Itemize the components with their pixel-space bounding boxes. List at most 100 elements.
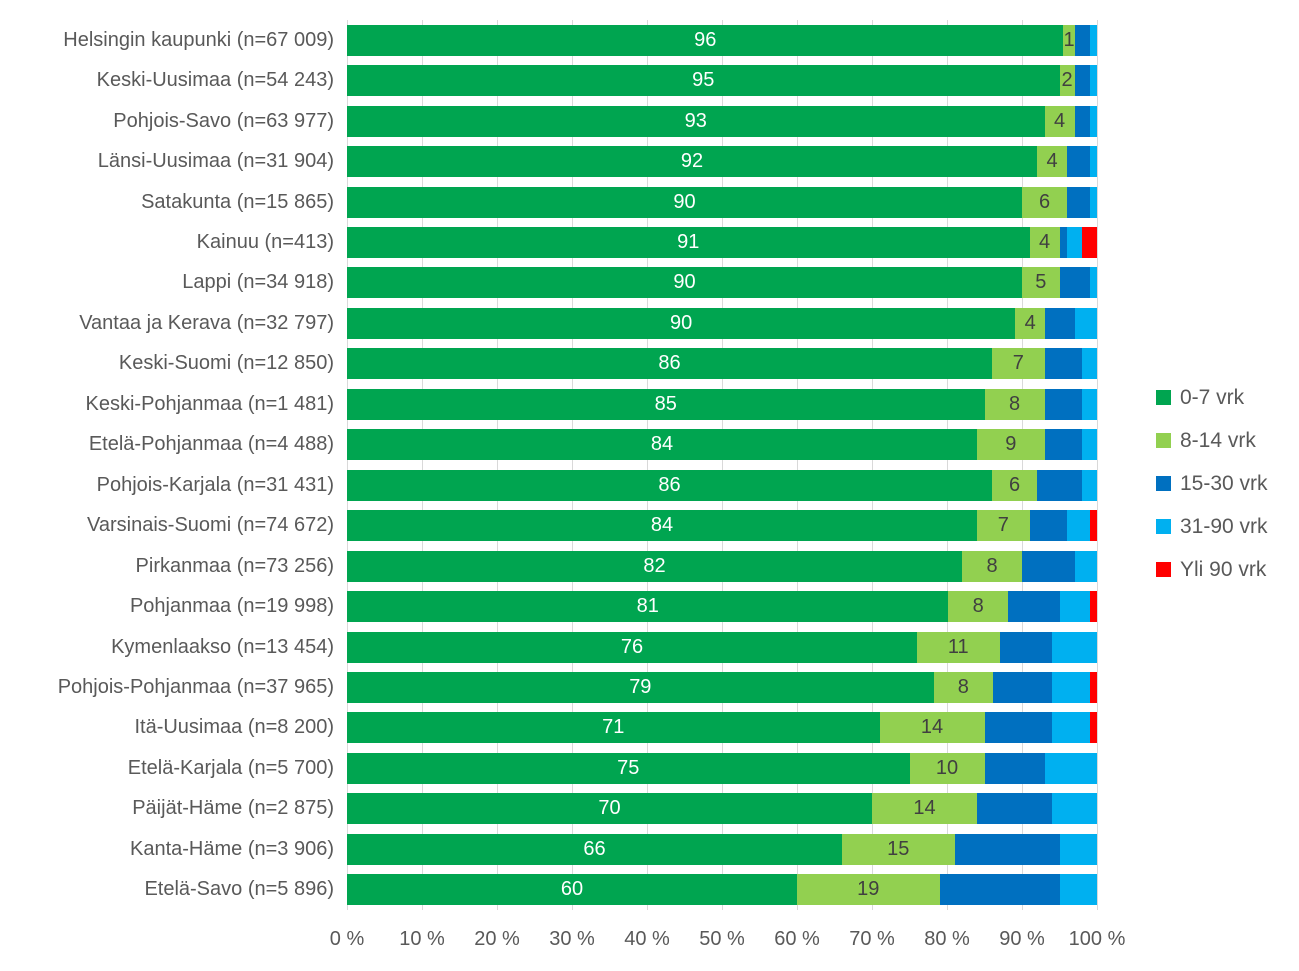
legend-item: Yli 90 vrk [1156,558,1268,581]
bar: 86 6 [347,469,1097,501]
bar-segment-15-30-vrk [1059,226,1067,258]
bar-value-label: 70 [598,797,621,820]
bar-segment-Yli-90-vrk [1089,712,1097,744]
bar: 90 4 [347,307,1097,339]
category-label: Varsinais-Suomi (n=74 672) [87,514,334,537]
bar-value-label: 4 [1046,150,1058,173]
category-label: Pohjois-Pohjanmaa (n=37 965) [57,675,334,698]
bar-value-label: 76 [620,635,644,658]
bar-segment-8-14-vrk: 4 [1037,146,1067,178]
bar-segment-8-14-vrk: 7 [977,510,1030,542]
gridline [722,20,723,910]
bar: 84 9 [347,429,1097,461]
bar-value-label: 14 [913,797,936,820]
category-label: Kainuu (n=413) [196,230,334,253]
bar-segment-0-7-vrk: 96 [347,24,1064,56]
bar-row: 60 19 [347,870,1097,910]
bar-value-label: 19 [857,878,880,901]
category-label: Lappi (n=34 918) [182,271,334,294]
bar-segment-0-7-vrk: 71 [347,712,880,744]
bar: 90 5 [347,267,1097,299]
legend-item-label: 15-30 vrk [1180,471,1268,495]
bar-segment-0-7-vrk: 90 [347,186,1022,218]
legend-item: 31-90 vrk [1156,515,1268,538]
bar-value-label: 93 [684,109,707,132]
bar-value-label: 90 [673,271,696,294]
bar: 95 2 [347,65,1097,97]
category-label: Etelä-Karjala (n=5 700) [127,756,334,779]
legend-item: 8-14 vrk [1156,429,1268,452]
bar-row: 84 9 [347,425,1097,465]
x-axis-tick-label: 70 % [849,928,895,950]
bar-row: 95 2 [347,60,1097,100]
category-label: Helsingin kaupunki (n=67 009) [63,28,334,51]
bar-value-label: 14 [920,716,944,739]
bar-value-label: 6 [1038,190,1051,213]
bar-segment-8-14-vrk: 8 [984,388,1045,420]
bar-segment-0-7-vrk: 79 [347,671,934,703]
bar: 92 4 [347,146,1097,178]
bar-segment-31-90-vrk [1067,510,1090,542]
bar-segment-8-14-vrk: 19 [797,874,940,906]
bar: 76 11 [347,631,1097,663]
bar-segment-0-7-vrk: 92 [347,146,1037,178]
bar-segment-31-90-vrk [1089,65,1097,97]
category-label: Kanta-Häme (n=3 906) [129,837,334,860]
bar-row: 70 14 [347,789,1097,829]
x-axis-tick-label: 50 % [699,928,745,950]
bar-segment-31-90-vrk [1074,550,1097,582]
bar-value-label: 6 [1008,473,1021,496]
bar-value-label: 1 [1063,28,1075,51]
bar: 93 4 [347,105,1097,137]
gridline [422,20,423,910]
bar-value-label: 90 [670,311,693,334]
bar-segment-31-90-vrk [1082,429,1097,461]
bar-value-label: 86 [658,352,681,375]
x-axis-tick-label: 0 % [329,928,365,950]
bar-value-label: 4 [1053,109,1066,132]
bar: 66 15 [347,833,1097,865]
bar-segment-31-90-vrk [1059,591,1090,623]
bar-row: 71 14 [347,708,1097,748]
bar-value-label: 81 [636,595,659,618]
bar-segment-8-14-vrk: 14 [879,712,985,744]
bar-segment-8-14-vrk: 8 [933,671,994,703]
category-labels: Helsingin kaupunki (n=67 009) Keski-Uusim… [0,20,334,910]
bar: 71 14 [347,712,1097,744]
bar-row: 86 6 [347,465,1097,505]
bar-segment-31-90-vrk [1052,793,1097,825]
bar: 85 8 [347,388,1097,420]
legend-item-label: Yli 90 vrk [1180,557,1267,581]
bar-segment-15-30-vrk [984,752,1045,784]
bar-row: 76 11 [347,627,1097,667]
category-label: Pohjois-Savo (n=63 977) [113,109,334,132]
category-label: Länsi-Uusimaa (n=31 904) [97,150,334,173]
bar-segment-0-7-vrk: 90 [347,267,1022,299]
gridline [647,20,648,910]
bar-segment-31-90-vrk [1089,24,1097,56]
bar-segment-8-14-vrk: 15 [842,833,955,865]
legend-item-label: 31-90 vrk [1180,514,1268,538]
bar-value-label: 11 [947,635,969,658]
bar-value-label: 7 [997,514,1009,537]
bar-segment-8-14-vrk: 2 [1059,65,1075,97]
gridline [572,20,573,910]
bar-value-label: 5 [1035,271,1047,294]
bar-segment-8-14-vrk: 4 [1015,307,1046,339]
bar-segment-8-14-vrk: 6 [1022,186,1067,218]
bar-segment-8-14-vrk: 8 [948,591,1008,623]
plot-area: 96 1 95 2 93 4 92 4 90 6 91 4 90 5 90 4 86 7 85 8 84 9 86 6 84 7 8… [347,20,1098,910]
category-label: Keski-Suomi (n=12 850) [118,352,334,375]
bar-value-label: 8 [986,554,998,577]
x-axis-tick-label: 40 % [624,928,670,950]
bar: 79 8 [347,671,1097,703]
bar-segment-15-30-vrk [1037,469,1082,501]
x-axis: 0 % 10 % 20 % 30 % 40 % 50 % 60 % 70 % 80 % 90 % 1… [330,928,1126,958]
bar-segment-31-90-vrk [1044,752,1097,784]
legend-swatch [1156,433,1171,448]
legend-item: 15-30 vrk [1156,472,1268,495]
bar-value-label: 8 [957,675,969,698]
bar-value-label: 10 [935,756,959,779]
bar-segment-8-14-vrk: 4 [1044,105,1075,137]
bar-value-label: 4 [1038,230,1051,253]
